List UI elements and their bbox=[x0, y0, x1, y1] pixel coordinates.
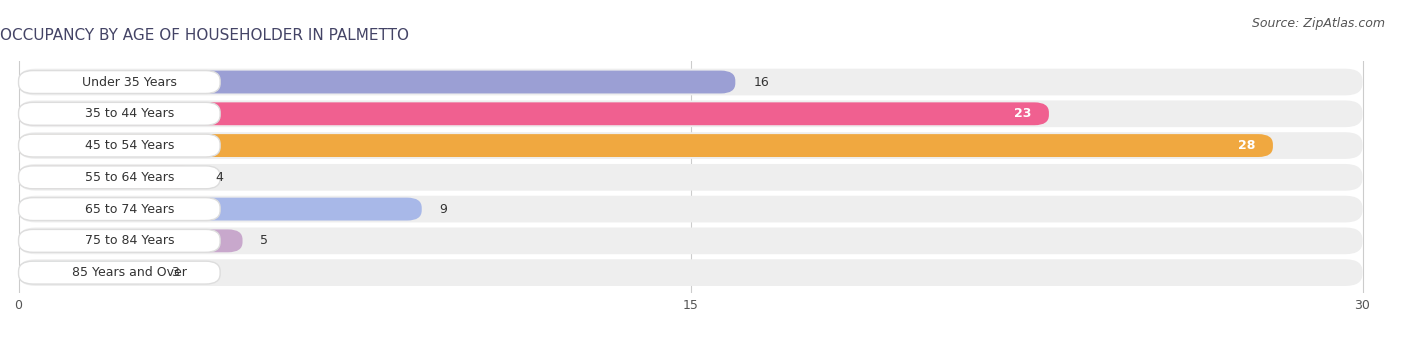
Text: 4: 4 bbox=[215, 171, 224, 184]
Text: 9: 9 bbox=[440, 203, 447, 216]
Text: 35 to 44 Years: 35 to 44 Years bbox=[84, 107, 174, 120]
Text: 5: 5 bbox=[260, 234, 269, 247]
Text: 55 to 64 Years: 55 to 64 Years bbox=[84, 171, 174, 184]
Text: 28: 28 bbox=[1237, 139, 1256, 152]
Text: 45 to 54 Years: 45 to 54 Years bbox=[84, 139, 174, 152]
Text: Under 35 Years: Under 35 Years bbox=[82, 75, 177, 89]
FancyBboxPatch shape bbox=[18, 102, 221, 125]
FancyBboxPatch shape bbox=[18, 229, 243, 252]
FancyBboxPatch shape bbox=[18, 229, 221, 252]
Text: 3: 3 bbox=[172, 266, 179, 279]
FancyBboxPatch shape bbox=[18, 164, 1362, 191]
FancyBboxPatch shape bbox=[18, 134, 1272, 157]
Text: 23: 23 bbox=[1014, 107, 1031, 120]
FancyBboxPatch shape bbox=[18, 166, 198, 189]
FancyBboxPatch shape bbox=[18, 227, 1362, 254]
FancyBboxPatch shape bbox=[18, 198, 221, 221]
FancyBboxPatch shape bbox=[18, 166, 221, 189]
Text: 85 Years and Over: 85 Years and Over bbox=[72, 266, 187, 279]
FancyBboxPatch shape bbox=[18, 134, 221, 157]
FancyBboxPatch shape bbox=[18, 71, 735, 93]
FancyBboxPatch shape bbox=[18, 261, 221, 284]
Text: Source: ZipAtlas.com: Source: ZipAtlas.com bbox=[1251, 17, 1385, 30]
FancyBboxPatch shape bbox=[18, 198, 422, 221]
Text: 16: 16 bbox=[754, 75, 769, 89]
FancyBboxPatch shape bbox=[18, 69, 1362, 95]
FancyBboxPatch shape bbox=[18, 259, 1362, 286]
FancyBboxPatch shape bbox=[18, 261, 153, 284]
Text: 75 to 84 Years: 75 to 84 Years bbox=[84, 234, 174, 247]
Text: 65 to 74 Years: 65 to 74 Years bbox=[84, 203, 174, 216]
FancyBboxPatch shape bbox=[18, 132, 1362, 159]
FancyBboxPatch shape bbox=[18, 196, 1362, 222]
FancyBboxPatch shape bbox=[18, 101, 1362, 127]
FancyBboxPatch shape bbox=[18, 71, 221, 93]
Text: OCCUPANCY BY AGE OF HOUSEHOLDER IN PALMETTO: OCCUPANCY BY AGE OF HOUSEHOLDER IN PALME… bbox=[0, 28, 409, 43]
FancyBboxPatch shape bbox=[18, 102, 1049, 125]
